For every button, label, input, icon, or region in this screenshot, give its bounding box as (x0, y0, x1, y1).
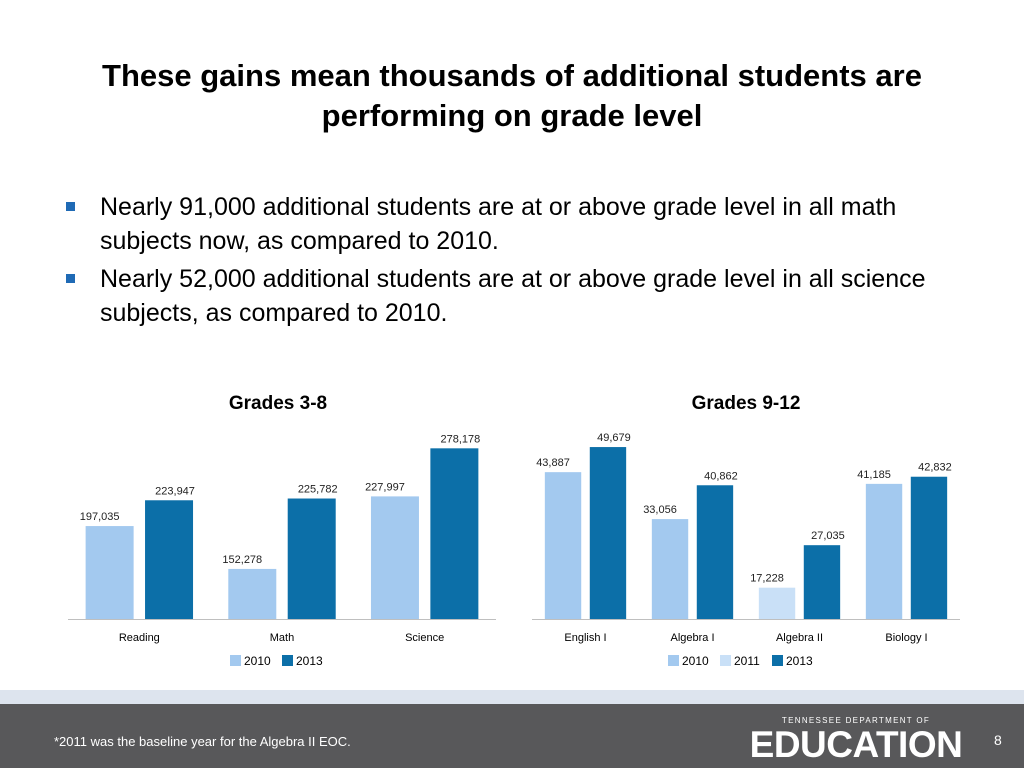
x-tick-label-biology-i: Biology I (885, 632, 927, 644)
bar-algebra-ii-2011 (758, 587, 796, 619)
data-label-biology-i-2010: 41,185 (857, 469, 891, 481)
bar-biology-i-2013 (910, 476, 948, 619)
bar-algebra-i-2010 (651, 519, 689, 619)
legend-label-2013: 2013 (786, 654, 813, 668)
x-tick-label-english-i: English I (564, 632, 606, 644)
legend-swatch-2010 (230, 655, 241, 666)
data-label-biology-i-2013: 42,832 (918, 462, 952, 474)
legend-label-2010: 2010 (244, 654, 271, 668)
data-label-algebra-ii-2011: 17,228 (750, 573, 784, 585)
bar-reading-2013 (145, 500, 194, 619)
square-bullet-icon (66, 202, 75, 211)
data-label-math-2013: 225,782 (298, 484, 338, 496)
footer-bar: *2011 was the baseline year for the Alge… (0, 704, 1024, 768)
data-label-math-2010: 152,278 (222, 554, 262, 566)
x-tick-label-reading: Reading (119, 632, 160, 644)
data-label-reading-2010: 197,035 (80, 511, 120, 523)
education-logo: TENNESSEE DEPARTMENT OF EDUCATION (740, 716, 972, 764)
logo-top-text: TENNESSEE DEPARTMENT OF (781, 716, 931, 725)
x-tick-label-algebra-i: Algebra I (670, 632, 714, 644)
data-label-english-i-2013: 49,679 (597, 432, 631, 444)
data-label-algebra-i-2013: 40,862 (704, 470, 738, 482)
x-tick-label-science: Science (405, 632, 444, 644)
legend-label-2010: 2010 (682, 654, 709, 668)
legend-label-2013: 2013 (296, 654, 323, 668)
bar-biology-i-2010 (865, 483, 903, 619)
data-label-algebra-i-2010: 33,056 (643, 504, 677, 516)
bullet-item: Nearly 52,000 additional students are at… (62, 262, 962, 330)
data-label-science-2010: 227,997 (365, 481, 405, 493)
chart-title: Grades 3-8 (229, 393, 327, 414)
square-bullet-icon (66, 274, 75, 283)
data-label-reading-2013: 223,947 (155, 485, 195, 497)
bar-english-i-2013 (589, 447, 627, 619)
page-number: 8 (994, 732, 1002, 748)
bar-algebra-ii-2013 (803, 545, 841, 619)
slide-title: These gains mean thousands of additional… (102, 58, 922, 133)
x-tick-label-algebra-ii: Algebra II (776, 632, 823, 644)
bullet-text: Nearly 52,000 additional students are at… (100, 265, 926, 327)
bullet-text: Nearly 91,000 additional students are at… (100, 193, 897, 255)
legend-swatch-2013 (282, 655, 293, 666)
legend-swatch-2010 (668, 655, 679, 666)
chart-title: Grades 9-12 (692, 393, 801, 414)
footnote: *2011 was the baseline year for the Alge… (54, 734, 351, 749)
bar-science-2010 (370, 496, 419, 619)
logo-main-text: EDUCATION (749, 724, 963, 765)
bar-math-2010 (228, 568, 277, 619)
chart-grades-9-12: Grades 9-12 43,887 49,679 English I 33,056 40… (526, 385, 966, 685)
legend-swatch-2011 (720, 655, 731, 666)
data-label-english-i-2010: 43,887 (536, 457, 570, 469)
bullet-list: Nearly 91,000 additional students are at… (62, 190, 962, 334)
bar-algebra-i-2013 (696, 485, 734, 619)
chart-grades-3-8-svg: Grades 3-8 197,035 223,947 Reading 152,278 22… (68, 393, 496, 668)
chart-grades-3-8: Grades 3-8 197,035 223,947 Reading 152,278 22… (62, 385, 502, 685)
bar-math-2013 (287, 498, 336, 619)
bar-reading-2010 (85, 526, 134, 619)
data-label-algebra-ii-2013: 27,035 (811, 530, 845, 542)
data-label-science-2013: 278,178 (440, 433, 480, 445)
x-tick-label-math: Math (270, 632, 294, 644)
bar-english-i-2010 (544, 472, 582, 619)
footer-stripe (0, 690, 1024, 704)
bar-science-2013 (430, 448, 479, 619)
bullet-item: Nearly 91,000 additional students are at… (62, 190, 962, 258)
legend-swatch-2013 (772, 655, 783, 666)
legend-label-2011: 2011 (734, 654, 760, 668)
chart-grades-9-12-svg: Grades 9-12 43,887 49,679 English I 33,056 40… (532, 393, 960, 668)
